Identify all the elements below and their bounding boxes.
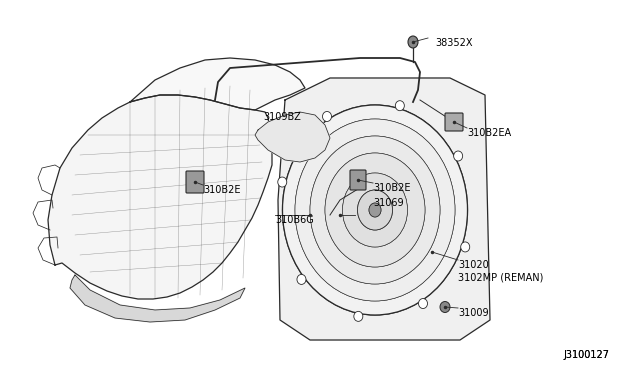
Ellipse shape [369,203,381,217]
Polygon shape [278,78,490,340]
Text: 38352X: 38352X [435,38,472,48]
Text: 31020: 31020 [458,260,489,270]
Text: J3100127: J3100127 [563,350,609,360]
Text: 310B2E: 310B2E [203,185,241,195]
Ellipse shape [440,301,450,312]
Text: 3102MP (REMAN): 3102MP (REMAN) [458,272,543,282]
Text: 31009: 31009 [458,308,488,318]
Ellipse shape [323,112,332,122]
Text: 310B6G: 310B6G [275,215,314,225]
Text: 3109BZ: 3109BZ [263,112,301,122]
Polygon shape [255,112,330,162]
Text: 310B2E: 310B2E [373,183,410,193]
Ellipse shape [310,136,440,284]
Ellipse shape [454,151,463,161]
Ellipse shape [325,153,425,267]
Ellipse shape [278,177,287,187]
FancyBboxPatch shape [186,171,204,193]
Ellipse shape [419,299,428,308]
Ellipse shape [461,242,470,252]
Text: 31069: 31069 [373,198,404,208]
Ellipse shape [295,119,455,301]
Ellipse shape [354,311,363,321]
Polygon shape [48,95,272,299]
FancyBboxPatch shape [350,170,366,190]
Polygon shape [130,58,305,110]
Text: J3100127: J3100127 [563,350,609,360]
Ellipse shape [396,101,404,111]
FancyBboxPatch shape [445,113,463,131]
Polygon shape [70,275,245,322]
Ellipse shape [342,173,408,247]
Text: 310B2EA: 310B2EA [467,128,511,138]
Ellipse shape [297,275,306,285]
Ellipse shape [408,36,418,48]
Ellipse shape [282,105,467,315]
Ellipse shape [358,190,392,230]
